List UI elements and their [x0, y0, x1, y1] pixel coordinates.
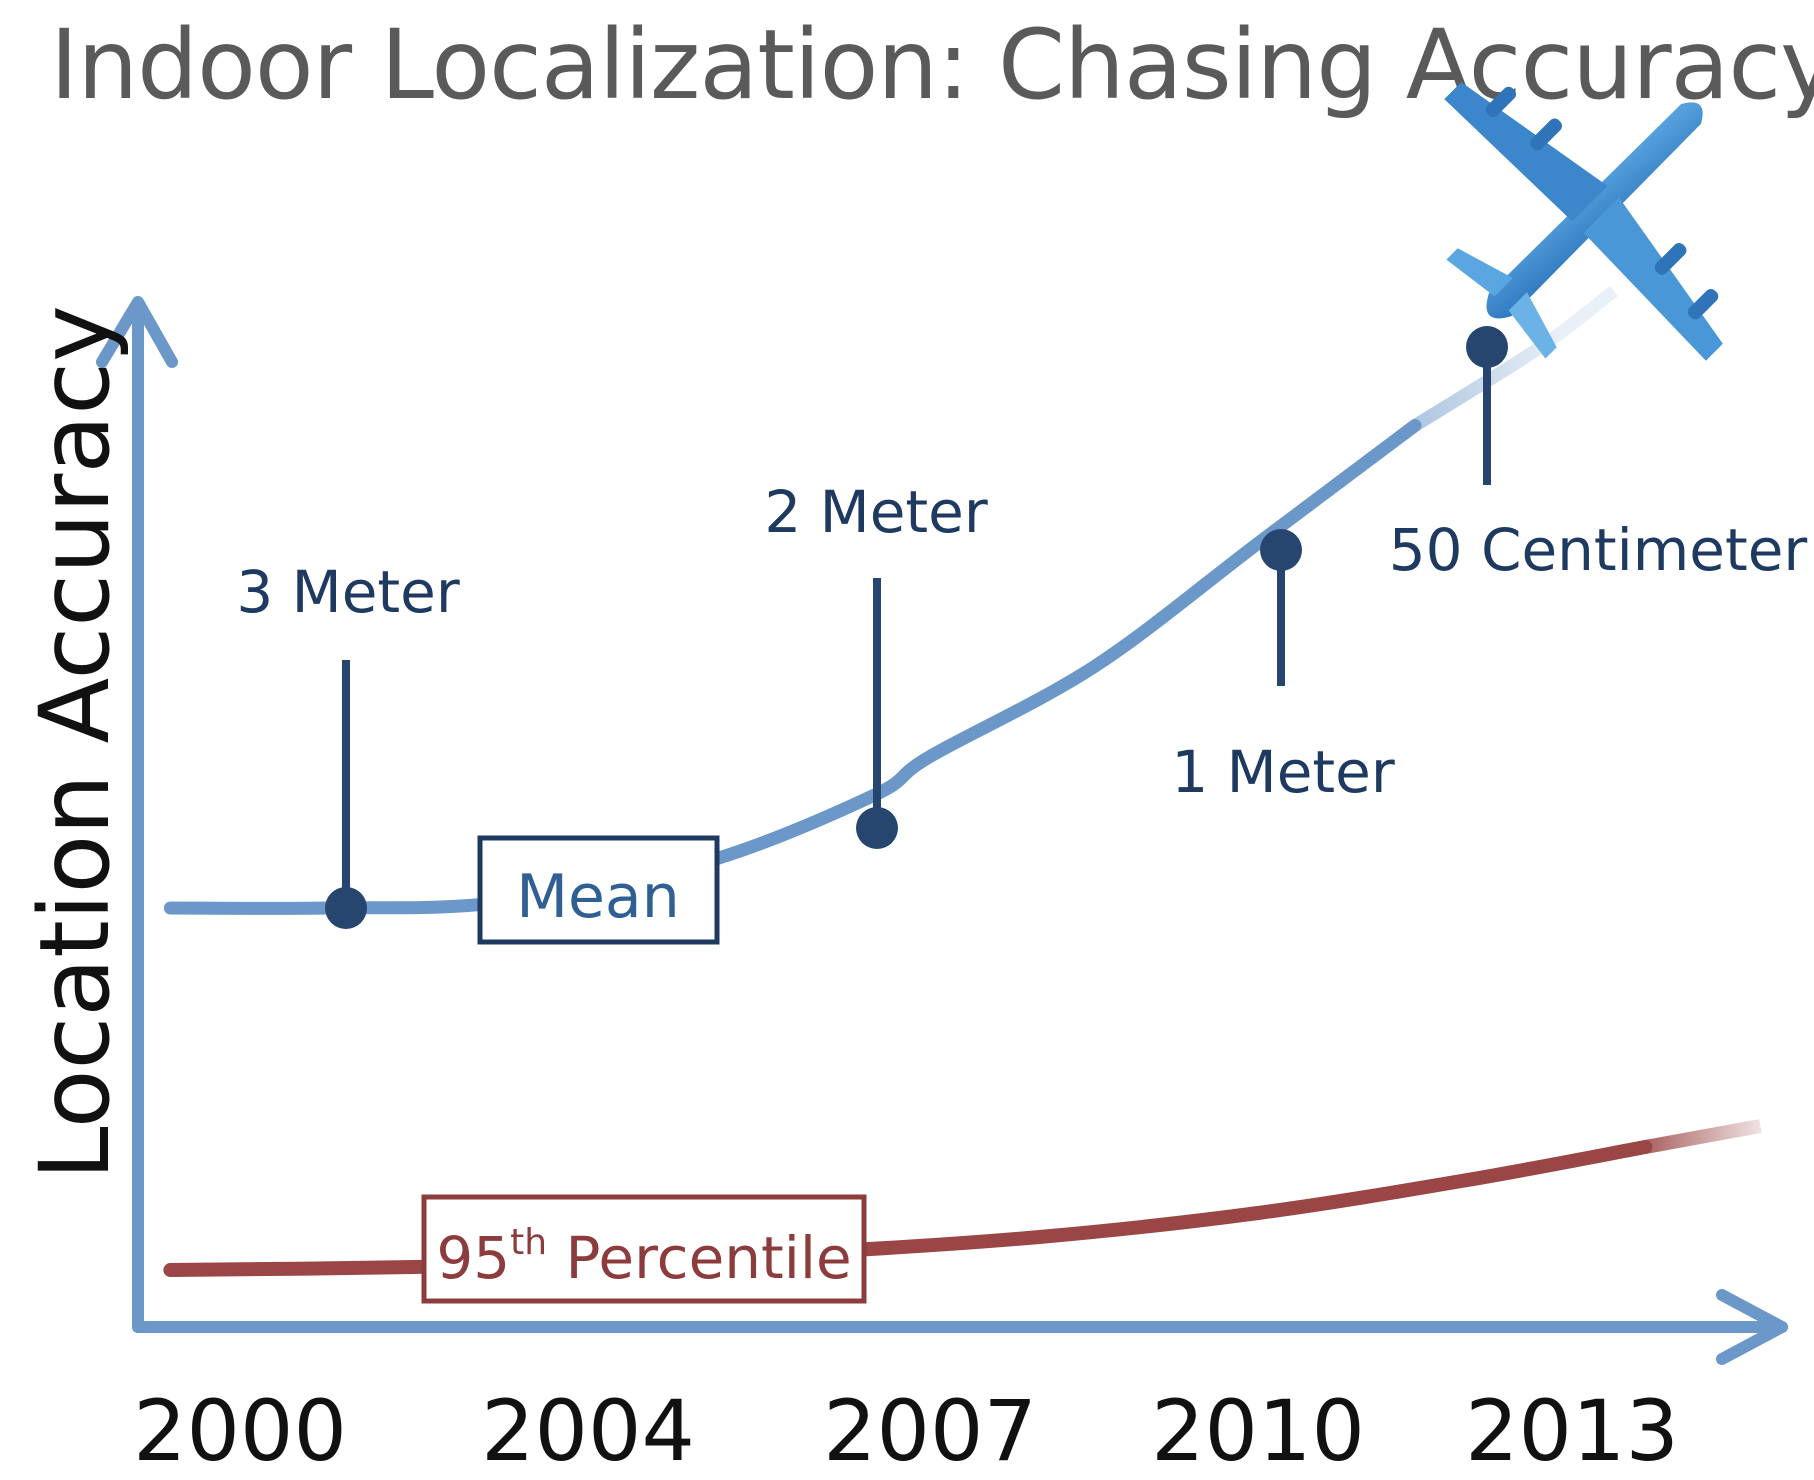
series-line-mean	[163, 419, 1422, 915]
legend-box-95th-percentile: 95th Percentile	[421, 1194, 867, 1304]
x-tick-label: 2004	[481, 1382, 695, 1480]
milestone-1-meter: 1 Meter	[1171, 529, 1395, 806]
x-tick-label: 2013	[1465, 1382, 1679, 1480]
series-line-mean-fade	[1411, 285, 1618, 432]
series-line-95th-percentile-fade	[1644, 1119, 1762, 1154]
milestone-point	[1466, 326, 1508, 368]
series-line-95th-percentile	[163, 1140, 1653, 1277]
airplane-icon	[1444, 82, 1723, 361]
milestone-2-meter: 2 Meter	[764, 478, 988, 849]
legend-label-95th-percentile: 95th Percentile	[436, 1222, 851, 1292]
milestone-3-meter: 3 Meter	[236, 558, 460, 929]
chart-title: Indoor Localization: Chasing Accuracy	[50, 9, 1814, 121]
legend-label-95-number: 95	[436, 1224, 510, 1292]
x-tick-label: 2007	[823, 1382, 1037, 1480]
milestone-label: 50 Centimeter	[1389, 516, 1808, 584]
legend-label-mean: Mean	[516, 862, 679, 932]
milestone-label: 3 Meter	[236, 558, 459, 626]
milestone-label: 1 Meter	[1171, 738, 1394, 806]
y-axis-label: Location Accuracy	[19, 305, 131, 1180]
x-tick-label: 2010	[1151, 1382, 1365, 1480]
x-tick-labels: 2000 2004 2007 2010 2013	[133, 1382, 1679, 1480]
milestone-point	[856, 807, 898, 849]
y-axis-arrowhead	[96, 296, 178, 368]
milestone-point	[325, 887, 367, 929]
milestone-point	[1260, 529, 1302, 571]
x-axis-arrowhead	[1716, 1289, 1788, 1365]
legend-label-95-superscript: th	[510, 1222, 547, 1263]
axes	[96, 296, 1788, 1365]
milestone-label: 2 Meter	[764, 478, 987, 546]
x-tick-label: 2000	[133, 1382, 347, 1480]
milestone-50-centimeter: 50 Centimeter	[1389, 326, 1808, 584]
legend-box-mean: Mean	[477, 835, 720, 945]
legend-label-95-rest: Percentile	[547, 1224, 852, 1292]
